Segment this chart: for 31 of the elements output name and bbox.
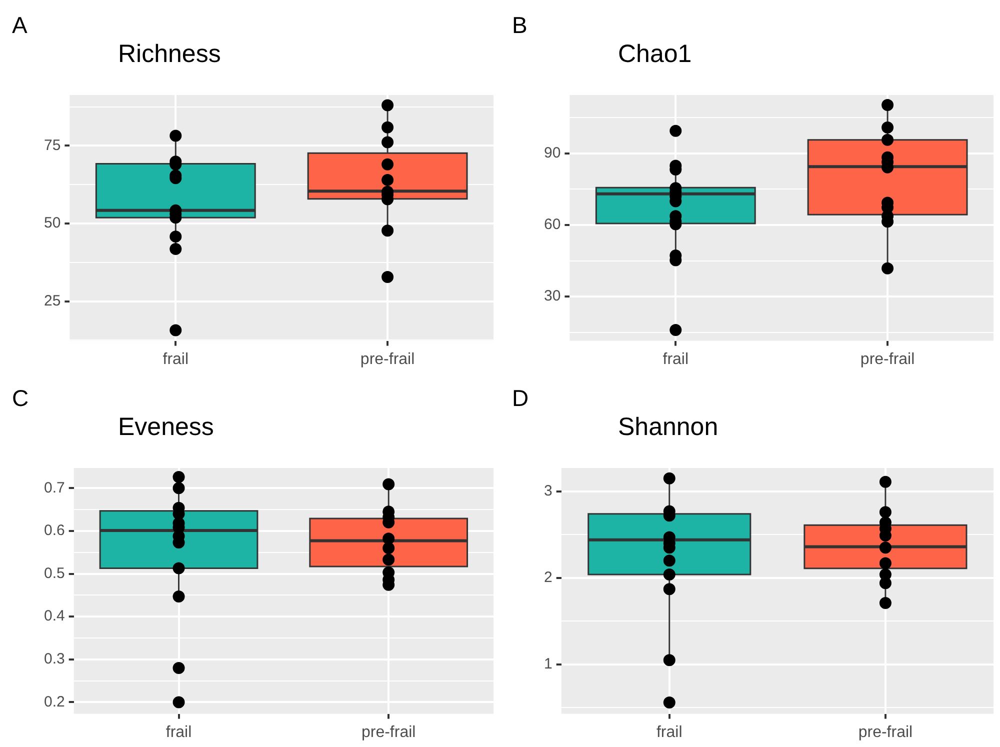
chart-title: Chao1 (618, 40, 692, 69)
y-tick-label: 2 (544, 569, 552, 586)
text: D (512, 385, 529, 412)
x-tick-label: frail (662, 350, 689, 368)
y-tick-label: 0.5 (44, 564, 65, 582)
y-tick-label: 30 (544, 288, 561, 305)
y-tick-label: 0.2 (44, 693, 65, 710)
x-tick-label: frail (166, 724, 192, 741)
chart-title: Eveness (118, 413, 214, 442)
y-tick-label: 50 (44, 214, 61, 232)
text: A (12, 12, 28, 39)
text: C (12, 385, 29, 412)
y-tick-label: 90 (544, 144, 561, 162)
y-tick-label: 0.3 (44, 650, 65, 668)
y-tick-label: 0.4 (44, 608, 65, 625)
text: B (512, 12, 528, 39)
x-tick-label: frail (162, 350, 189, 368)
y-tick-label: 1 (544, 656, 552, 673)
y-tick-label: 0.7 (44, 479, 65, 496)
y-tick-label: 60 (544, 216, 561, 234)
chart-title: Richness (118, 40, 221, 69)
y-tick-label: 3 (544, 482, 552, 500)
chart-title: Shannon (618, 413, 718, 442)
y-tick-label: 75 (44, 136, 61, 154)
x-tick-label: pre-frail (858, 724, 913, 741)
x-tick-label: pre-frail (361, 724, 416, 741)
y-tick-label: 0.6 (44, 522, 65, 540)
x-tick-label: pre-frail (360, 350, 415, 368)
x-tick-label: frail (656, 724, 682, 741)
x-tick-label: pre-frail (860, 350, 915, 368)
y-tick-label: 25 (44, 292, 61, 310)
